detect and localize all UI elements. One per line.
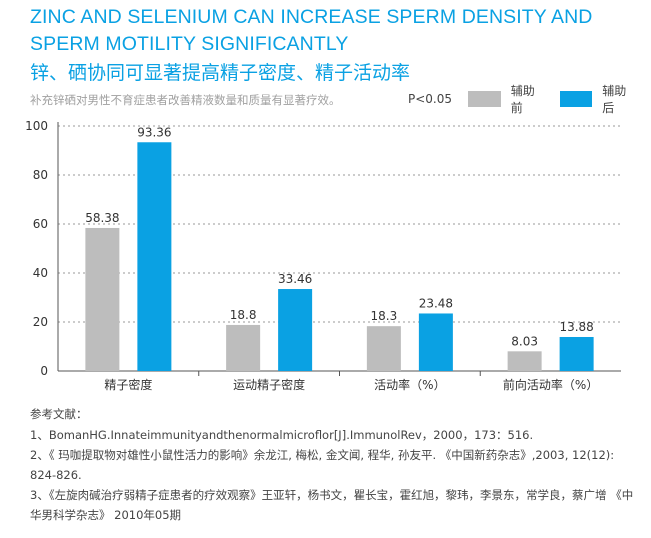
x-category-label: 活动率（%） <box>374 377 445 392</box>
references-section: 参考文献： 1、BomanHG.Innateimmunityandthenorm… <box>30 404 636 525</box>
y-tick-label: 100 <box>25 119 48 133</box>
y-tick-label: 40 <box>33 266 48 280</box>
bar-before <box>226 324 261 371</box>
y-tick-label: 20 <box>33 315 48 329</box>
data-label-after: 13.88 <box>559 320 593 334</box>
bar-before <box>366 326 401 371</box>
bar-before <box>85 227 120 371</box>
data-label-before: 18.8 <box>230 308 257 322</box>
references-heading: 参考文献： <box>30 407 88 421</box>
legend-label-before: 辅助前 <box>510 84 535 115</box>
chart-legend: P<0.05 辅助前 辅助后 <box>408 84 651 115</box>
x-category-label: 精子密度 <box>104 377 152 392</box>
y-tick-label: 60 <box>33 217 48 231</box>
x-category-label: 前向活动率（%） <box>503 377 598 392</box>
bar-after <box>278 289 313 371</box>
data-label-after: 23.48 <box>419 296 453 310</box>
data-label-after: 33.46 <box>278 272 312 286</box>
bar-after <box>137 142 172 371</box>
reference-item-3: 3、《左旋肉碱治疗弱精子症患者的疗效观察》王亚轩，杨书文，瞿长宝，霍红旭，黎玮，… <box>30 488 634 522</box>
y-tick-label: 80 <box>33 168 48 182</box>
p-value-label: P<0.05 <box>408 92 453 106</box>
legend-label-after: 辅助后 <box>602 84 627 115</box>
data-label-after: 93.36 <box>137 125 171 139</box>
bar-before <box>507 351 542 371</box>
legend-swatch-before <box>468 91 501 107</box>
x-category-label: 运动精子密度 <box>233 377 305 392</box>
bar-after <box>418 313 453 371</box>
data-label-before: 8.03 <box>511 334 538 348</box>
legend-swatch-after <box>559 91 593 107</box>
y-tick-label: 0 <box>40 364 48 378</box>
bar-after <box>559 336 594 371</box>
chart-subtitle: 补充锌硒对男性不育症患者改善精液数量和质量有显著疗效。 <box>30 93 341 107</box>
reference-item-1: 1、BomanHG.Innateimmunityandthenormalmicr… <box>30 428 534 442</box>
chart-title-chinese: 锌、硒协同可显著提高精子密度、精子活动率 <box>30 62 411 84</box>
chart-title-english: ZINC AND SELENIUM CAN INCREASE SPERM DEN… <box>30 6 593 55</box>
data-label-before: 58.38 <box>85 211 119 225</box>
bar-chart: 0 20 40 60 80 100 58.38 93.36 精子密度 18.8 33.46 运动精子密… <box>25 119 621 392</box>
data-label-before: 18.3 <box>371 309 398 323</box>
reference-item-2: 2、《 玛咖提取物对雄性小鼠性活力的影响》余龙江, 梅松, 金文闻, 程华, 孙… <box>30 448 615 482</box>
